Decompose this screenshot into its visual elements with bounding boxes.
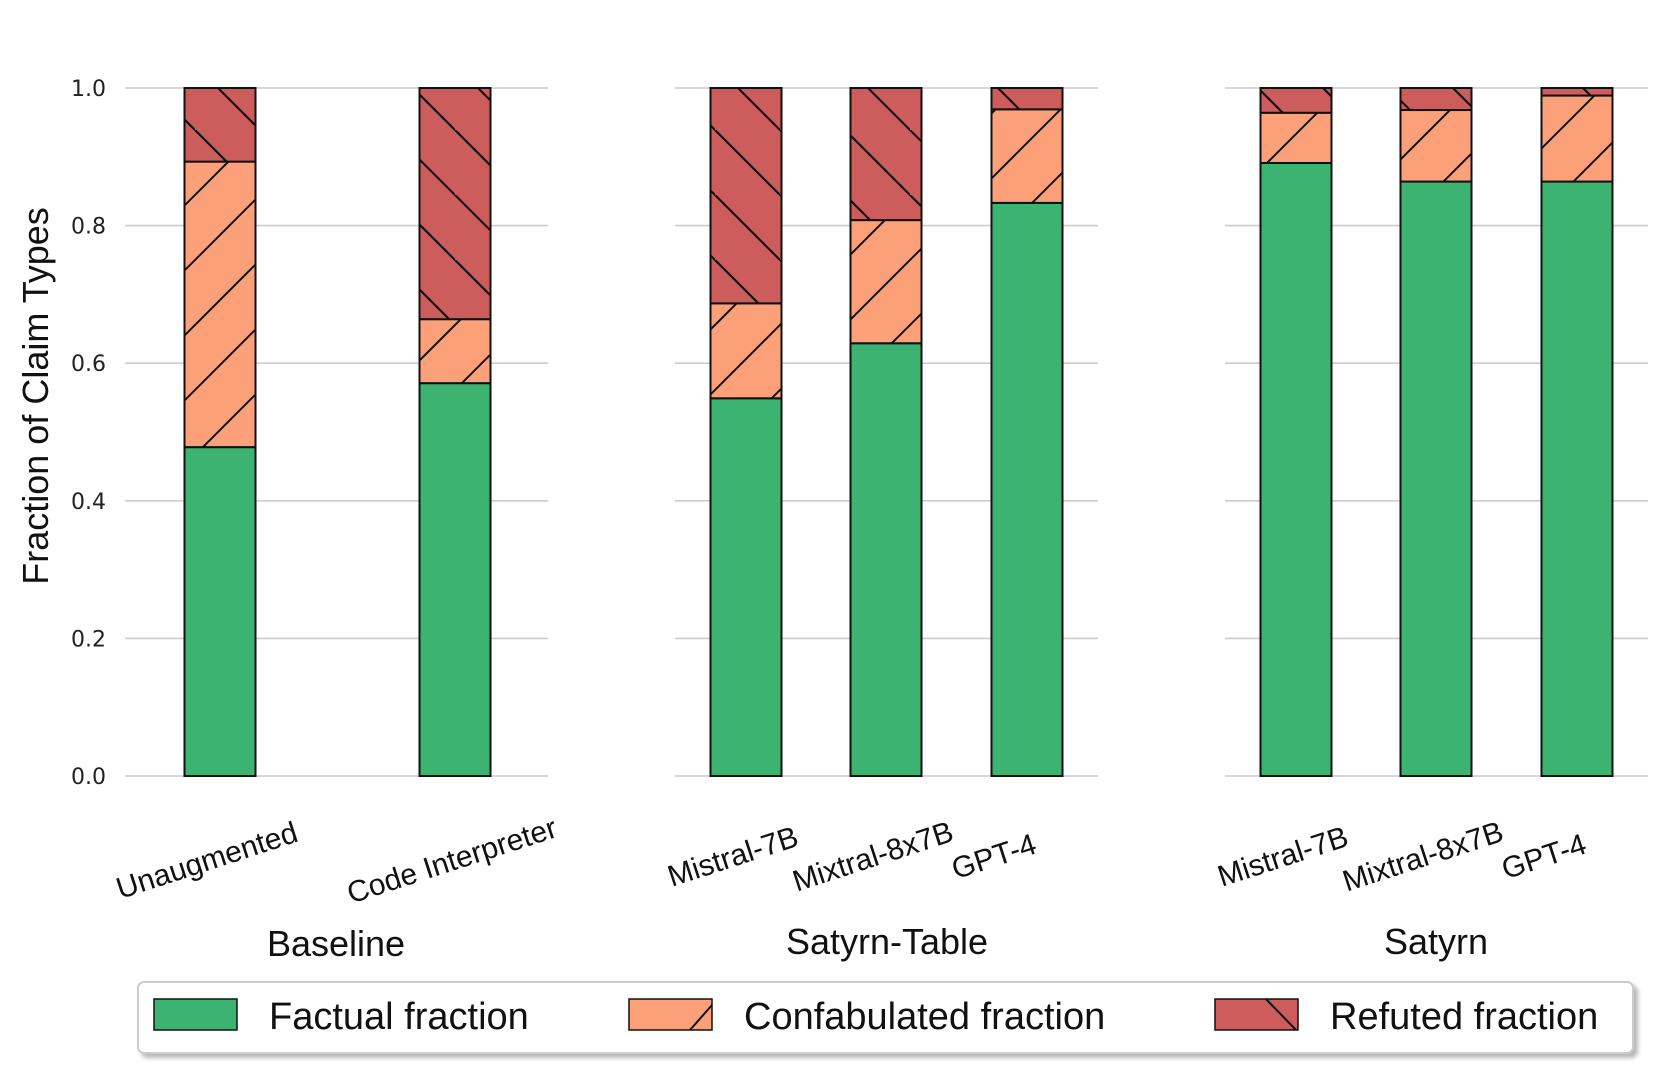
- bar-hatch-confabulated: [1260, 112, 1332, 163]
- panel-0: 0.0 0.2 0.4 0.6 0.8 1.0 Unaugmented Code Interp…: [71, 77, 561, 964]
- bar-outline-refuted: [849, 87, 923, 222]
- bar-hatch-refuted: [419, 88, 491, 320]
- bar-hatch-refuted: [850, 88, 922, 221]
- bar-outline-refuted: [1259, 87, 1333, 114]
- bar-outline-refuted: [418, 87, 492, 321]
- legend-swatch-refuted: [1214, 998, 1299, 1031]
- bar-outline-refuted: [709, 87, 783, 305]
- x-tick-label: Mixtral-8x7B: [789, 816, 958, 899]
- bar-hatch-refuted: [1541, 88, 1613, 96]
- bar-segment-factual: [991, 202, 1063, 776]
- bar-hatch-confabulated: [1400, 110, 1472, 182]
- group-title: Baseline: [267, 923, 405, 964]
- bar-hatch-refuted: [991, 88, 1063, 110]
- bar-segment-factual: [419, 383, 491, 776]
- y-tick-label: 1.0: [71, 77, 106, 102]
- x-tick-label: Code Interpreter: [343, 812, 561, 911]
- x-tick-label: Mixtral-8x7B: [1339, 816, 1508, 899]
- bar-hatch-refuted: [710, 88, 782, 304]
- bar-hatch-refuted: [184, 88, 256, 162]
- group-title: Satyrn: [1384, 921, 1488, 962]
- legend-swatch-refuted-hatch: [1265, 998, 1297, 1031]
- y-tick-label: 0.4: [71, 490, 106, 515]
- x-tick-label: GPT-4: [1498, 828, 1591, 886]
- bar-hatch-refuted: [1260, 88, 1332, 113]
- legend-swatch-confabulated: [628, 998, 713, 1031]
- legend-label-factual: Factual fraction: [269, 996, 529, 1038]
- x-tick-label: Unaugmented: [112, 816, 301, 906]
- bar-segment-factual: [850, 343, 922, 776]
- bar-hatch-confabulated: [710, 303, 782, 399]
- x-tick-label: Mistral-7B: [1214, 820, 1353, 893]
- bar-outline-refuted: [1540, 87, 1614, 97]
- y-tick-label: 0.8: [71, 215, 106, 240]
- bar-hatch-refuted: [1400, 88, 1472, 111]
- y-tick-label: 0.0: [71, 765, 106, 790]
- plot-area: 0.0 0.2 0.4 0.6 0.8 1.0 Unaugmented Code Interp…: [71, 77, 1648, 964]
- y-axis-title: Fraction of Claim Types: [15, 207, 56, 584]
- bar-hatch-confabulated: [850, 220, 922, 344]
- bar-segment-factual: [710, 398, 782, 776]
- bar-segment-factual: [184, 447, 256, 776]
- legend-label-refuted: Refuted fraction: [1330, 996, 1598, 1038]
- legend-label-confabulated: Confabulated fraction: [744, 996, 1105, 1038]
- bar-outline-refuted: [990, 87, 1064, 111]
- bar-segment-factual: [1400, 181, 1472, 776]
- bar-segment-factual: [1260, 162, 1332, 776]
- bar-hatch-confabulated: [1541, 95, 1613, 182]
- legend-swatch-confabulated-hatch: [689, 1004, 713, 1031]
- bar-hatch-confabulated: [991, 109, 1063, 203]
- legend: Factual fraction Confabulated fraction R…: [137, 981, 1634, 1054]
- bar-segment-factual: [1541, 181, 1613, 776]
- x-tick-label: Mistral-7B: [664, 820, 803, 893]
- legend-swatch-factual: [153, 998, 238, 1031]
- y-tick-label: 0.2: [71, 627, 106, 652]
- x-tick-label: GPT-4: [948, 828, 1041, 886]
- bar-hatch-confabulated: [184, 161, 256, 448]
- y-tick-label: 0.6: [71, 352, 106, 377]
- bar-hatch-confabulated: [419, 319, 491, 384]
- bar-outline-refuted: [183, 87, 257, 163]
- bar-outline-refuted: [1399, 87, 1473, 112]
- group-title: Satyrn-Table: [786, 921, 988, 962]
